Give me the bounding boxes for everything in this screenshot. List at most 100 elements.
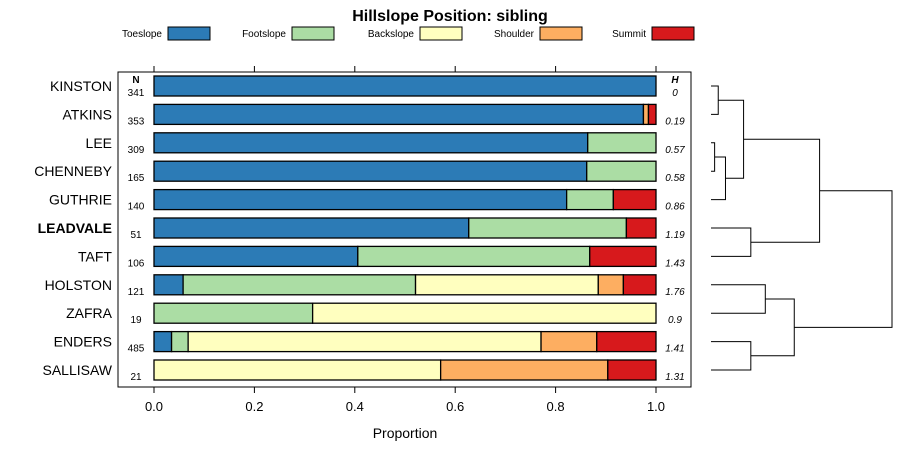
legend-swatch-summit [651,26,695,41]
n-value-sallisaw: 21 [130,372,142,383]
bar-leadvale-toeslope [153,217,470,239]
n-value-taft: 106 [128,258,145,269]
h-value-chenneby: 0.58 [665,173,685,184]
category-label-enders: ENDERS [54,334,112,350]
legend-label-toeslope: Toeslope [122,29,162,40]
n-value-holston: 121 [128,287,145,298]
bar-guthrie-footslope [565,188,614,211]
bar-sallisaw-summit [607,359,657,381]
bar-holston-shoulder [597,274,625,296]
bar-chenneby-footslope [586,160,657,182]
legend-label-backslope: Backslope [368,29,415,40]
bar-enders-footslope [170,330,189,353]
n-value-zafra: 19 [130,315,142,326]
bar-holston-toeslope [153,274,184,296]
h-value-sallisaw: 1.31 [665,372,684,383]
legend-label-summit: Summit [612,29,646,40]
category-label-taft: TAFT [78,248,112,264]
category-labels: KINSTON ATKINS LEE CHENNEBY GUTHRIE LEADVALE T… [34,78,113,378]
n-value-guthrie: 140 [128,202,145,213]
x-axis: 0.0 0.2 0.4 0.6 0.8 1.0 [145,66,665,414]
h-value-enders: 1.41 [665,344,684,355]
bar-sallisaw-shoulder [439,359,609,381]
bar-guthrie-toeslope [153,188,568,211]
category-label-zafra: ZAFRA [66,305,113,321]
h-value-holston: 1.76 [665,287,685,298]
dendrogram-branch-9 [794,190,893,328]
h-header: H [671,75,679,86]
category-label-guthrie: GUTHRIE [49,192,112,208]
h-value-zafra: 0.9 [668,315,682,326]
dendrogram-branch-2 [711,156,726,201]
category-label-holston: HOLSTON [45,277,112,293]
legend-swatch-shoulder [539,26,583,41]
n-value-kinston: 341 [128,88,145,99]
bar-zafra-footslope [153,302,314,324]
dendrogram-branch-7 [711,341,752,371]
h-value-lee: 0.57 [665,145,685,156]
n-value-enders: 485 [128,344,145,355]
legend-swatch-footslope [291,26,335,41]
bar-enders-shoulder [540,330,598,353]
category-label-lee: LEE [86,135,112,151]
h-value-leadvale: 1.19 [665,230,685,241]
bar-taft-footslope [357,245,591,268]
bar-enders-toeslope [153,330,173,353]
h-value-kinston: 0 [672,88,678,99]
category-label-sallisaw: SALLISAW [42,362,112,378]
bar-atkins-summit [647,103,657,126]
dendrogram-branch-3 [718,99,745,179]
dendrogram-branch-5 [743,138,821,243]
bar-taft-toeslope [153,245,359,268]
n-value-atkins: 353 [128,116,145,127]
n-header: N [132,75,139,86]
legend-swatch-backslope [419,26,463,41]
bar-guthrie-summit [612,188,657,211]
h-value-guthrie: 0.86 [665,202,685,213]
bar-leadvale-footslope [468,217,628,239]
bar-atkins-toeslope [153,103,645,126]
bar-enders-backslope [187,330,542,353]
n-value-chenneby: 165 [128,173,145,184]
x-tick-label-0: 0.0 [145,399,163,414]
dendrogram-branch-6 [711,284,766,314]
category-label-leadvale: LEADVALE [38,220,112,236]
x-tick-label-3: 0.6 [446,399,464,414]
legend: Toeslope Footslope Backslope Shoulder Summit [122,26,695,41]
legend-label-footslope: Footslope [242,29,286,40]
category-label-kinston: KINSTON [50,78,112,94]
chart-title: Hillslope Position: sibling [352,8,548,25]
plot-frame [117,71,692,388]
bar-kinston-toeslope [153,75,657,97]
bar-atkins-shoulder [642,103,650,126]
n-labels: N 341 353 309 165 140 51 106 121 19 485 21 [128,75,145,383]
x-axis-label: Proportion [373,425,438,441]
dendrogram-branch-1 [711,142,716,172]
dendrogram-branch-0 [711,85,719,115]
x-tick-label-4: 0.8 [547,399,565,414]
dendrogram-branch-8 [750,298,795,357]
bar-holston-backslope [414,274,599,296]
bar-zafra-backslope [311,302,657,324]
category-label-atkins: ATKINS [62,106,112,122]
bar-enders-summit [596,330,657,353]
legend-label-shoulder: Shoulder [494,29,535,40]
bar-holston-footslope [182,274,417,296]
x-tick-label-5: 1.0 [647,399,665,414]
bar-lee-footslope [587,132,657,154]
h-value-atkins: 0.19 [665,116,685,127]
bar-leadvale-summit [625,217,657,239]
dendrogram-branch-4 [711,227,752,257]
bar-holston-summit [622,274,657,296]
bar-taft-summit [589,245,657,268]
bars [153,75,657,381]
category-label-chenneby: CHENNEBY [34,163,112,179]
n-value-lee: 309 [128,145,145,156]
dendrogram [711,85,893,371]
h-value-taft: 1.43 [665,258,685,269]
x-tick-label-1: 0.2 [245,399,263,414]
x-tick-label-2: 0.4 [346,399,364,414]
bar-sallisaw-backslope [153,359,442,381]
